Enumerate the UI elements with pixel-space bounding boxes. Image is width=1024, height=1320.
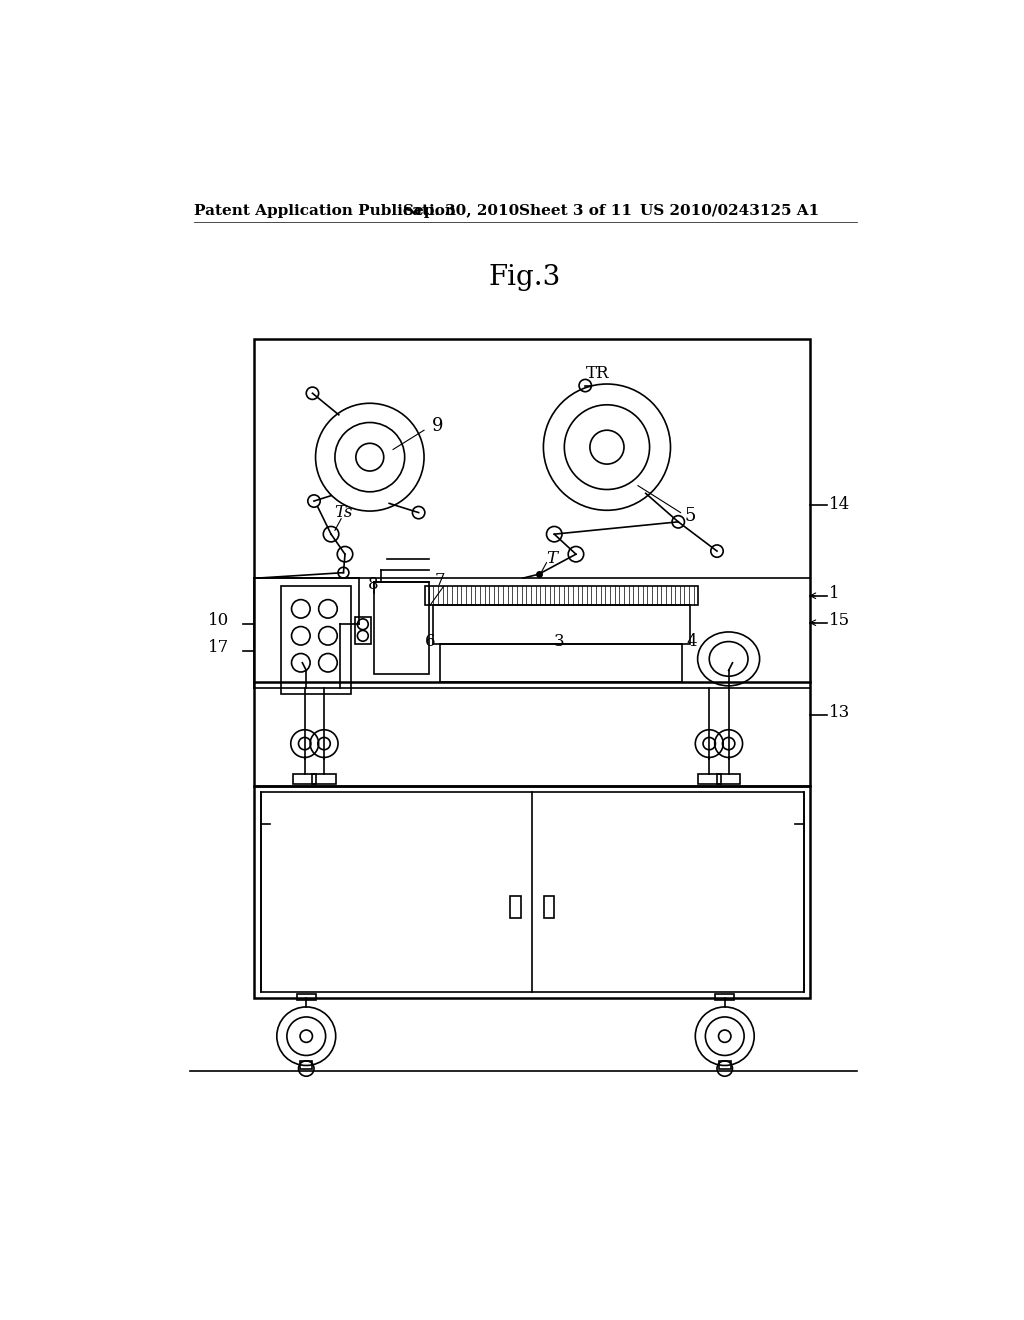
Text: Sheet 3 of 11: Sheet 3 of 11 (519, 203, 633, 218)
Bar (300, 1061, 312, 1069)
Bar (440, 644, 682, 682)
Text: 15: 15 (829, 612, 851, 628)
Bar (432, 605, 690, 644)
Bar (254, 339, 810, 785)
Text: 6: 6 (425, 634, 435, 651)
Text: 14: 14 (829, 496, 851, 513)
Text: 10: 10 (208, 612, 229, 628)
Bar (425, 586, 697, 605)
Text: 3: 3 (554, 634, 564, 651)
Text: Fig.3: Fig.3 (488, 264, 561, 292)
Bar (260, 792, 804, 991)
Bar (312, 775, 336, 784)
Text: Patent Application Publication: Patent Application Publication (194, 203, 456, 218)
Bar (293, 775, 316, 784)
Text: 1: 1 (829, 585, 840, 602)
Bar (375, 582, 429, 675)
Bar (717, 775, 740, 784)
Text: 13: 13 (829, 705, 851, 721)
Bar (544, 896, 554, 917)
Text: 17: 17 (208, 639, 229, 656)
Bar (254, 785, 810, 998)
Text: 9: 9 (432, 417, 443, 436)
Text: T: T (547, 550, 558, 568)
Bar (282, 586, 351, 693)
Text: US 2010/0243125 A1: US 2010/0243125 A1 (640, 203, 819, 218)
Bar (355, 616, 371, 644)
Text: 7: 7 (434, 572, 444, 589)
Text: 5: 5 (684, 507, 696, 525)
Text: 8: 8 (369, 576, 379, 593)
Text: Sep. 30, 2010: Sep. 30, 2010 (403, 203, 519, 218)
Bar (297, 994, 315, 1001)
Bar (510, 896, 520, 917)
Text: Ts: Ts (334, 504, 352, 521)
Text: 4: 4 (686, 634, 696, 651)
Bar (719, 1061, 731, 1069)
Text: TR: TR (586, 366, 609, 383)
Bar (697, 775, 721, 784)
Bar (716, 994, 734, 1001)
